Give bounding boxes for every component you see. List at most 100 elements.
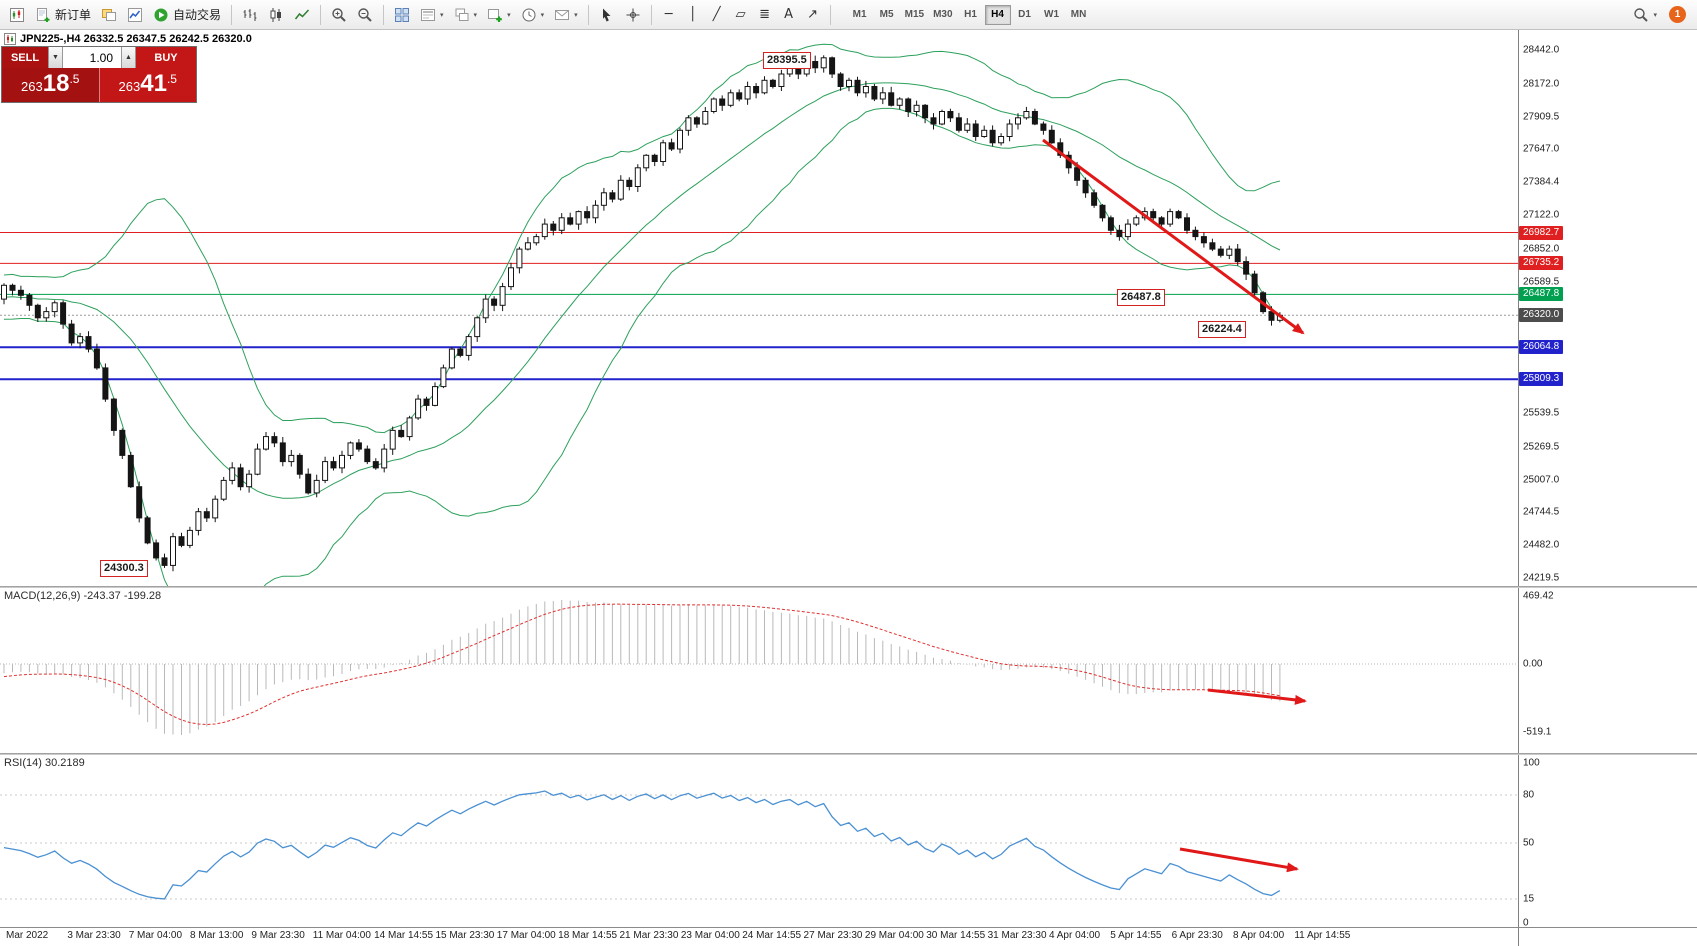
- timeframe-button-m5[interactable]: M5: [879, 9, 894, 20]
- volume-increase-button[interactable]: ▲: [121, 47, 136, 68]
- auto-trading-label: 自动交易: [173, 8, 222, 22]
- volume-input[interactable]: 1.00: [63, 47, 121, 68]
- cascade-windows-button[interactable]: ▾: [450, 3, 482, 27]
- date-axis-label: 31 Mar 23:30: [987, 930, 1047, 941]
- price-axis-badge: 25809.3: [1519, 372, 1564, 387]
- crosshair-button[interactable]: [621, 3, 645, 27]
- equidistant-channel-tool[interactable]: ▱: [735, 7, 746, 22]
- date-axis-label: 3 Mar 23:30: [67, 930, 121, 941]
- trade-controls-row: SELL ▼ 1.00 ▲ BUY: [2, 47, 196, 68]
- timeframe-button-mn[interactable]: MN: [1070, 9, 1087, 20]
- price-annotation[interactable]: 26487.8: [1117, 289, 1165, 306]
- trend-arrow[interactable]: [1179, 847, 1299, 873]
- new-order-button[interactable]: 新订单: [31, 3, 95, 27]
- macd-panel[interactable]: [0, 600, 1518, 735]
- main-price-panel[interactable]: [0, 43, 1518, 632]
- zoom-in-button[interactable]: [327, 3, 351, 27]
- price-axis-label: 24219.5: [1523, 572, 1560, 584]
- chart-symbol-header: JPN225-,H4 26332.5 26347.5 26242.5 26320…: [4, 33, 252, 45]
- timeframe-button-m15[interactable]: M15: [904, 9, 925, 20]
- text-tool[interactable]: A: [784, 7, 794, 22]
- price-axis-badge: 26735.2: [1519, 256, 1564, 271]
- date-axis-label: 24 Mar 14:55: [742, 930, 802, 941]
- timeframe-button-m1[interactable]: M1: [852, 9, 867, 20]
- date-axis-label: 18 Mar 14:55: [558, 930, 618, 941]
- clock-icon: [522, 8, 536, 21]
- market-watch-button[interactable]: [123, 3, 147, 27]
- trend-arrow[interactable]: [1207, 688, 1307, 705]
- new-chart-button[interactable]: ▾: [483, 3, 515, 27]
- profiles-button[interactable]: [97, 3, 121, 27]
- search-button[interactable]: ▾: [1629, 3, 1661, 27]
- fibonacci-tool[interactable]: ≣: [759, 7, 771, 22]
- trendline-tool[interactable]: ╱: [712, 7, 721, 22]
- date-axis-label: 14 Mar 14:55: [374, 930, 434, 941]
- sell-price-prefix: 263: [21, 79, 43, 94]
- zoom-out-button[interactable]: [353, 3, 377, 27]
- timeframe-button-m30[interactable]: M30: [933, 9, 953, 20]
- templates-button[interactable]: ▾: [550, 3, 582, 27]
- buy-price-big-digits: 41: [140, 70, 167, 97]
- bollinger-middle-band: [3, 82, 1281, 499]
- timeframe-button-h4[interactable]: H4: [984, 4, 1011, 25]
- sell-price-big-digits: 18: [42, 70, 70, 97]
- buy-price[interactable]: 263 41.5: [98, 68, 196, 102]
- rsi-axis-label: 0: [1523, 917, 1529, 929]
- sell-button[interactable]: SELL: [2, 47, 48, 68]
- price-axis-label: 28442.0: [1523, 44, 1560, 56]
- buy-button[interactable]: BUY: [136, 47, 196, 68]
- line-chart-mode-button[interactable]: [290, 3, 314, 27]
- rsi-axis-label: 100: [1523, 757, 1540, 769]
- app-icon[interactable]: [5, 3, 29, 27]
- timeframe-button-h1[interactable]: H1: [964, 9, 977, 20]
- timeframe-group: M1 M5 M15 M30 H1 H4 D1 W1 MN: [847, 4, 1092, 25]
- zoom-in-icon: [332, 7, 346, 22]
- toolbar-separator: [829, 4, 831, 25]
- market-watch-icon: [128, 7, 143, 22]
- cursor-button[interactable]: [595, 3, 619, 27]
- panel-separator[interactable]: [0, 586, 1697, 588]
- price-annotation[interactable]: 26224.4: [1198, 321, 1246, 338]
- panel-separator[interactable]: [0, 753, 1697, 755]
- notification-badge[interactable]: 1: [1669, 6, 1686, 23]
- vertical-line-tool[interactable]: │: [688, 7, 697, 22]
- dropdown-caret-icon: ▾: [473, 11, 478, 19]
- price-axis-label: 25007.0: [1523, 474, 1560, 485]
- cursor-icon: [602, 8, 611, 21]
- dropdown-caret-icon: ▾: [1653, 11, 1657, 19]
- date-axis-label: 6 Apr 23:30: [1171, 930, 1223, 941]
- price-annotation[interactable]: 28395.5: [763, 52, 811, 69]
- list-icon: [421, 8, 436, 21]
- bars-icon: [243, 8, 257, 21]
- bar-chart-mode-button[interactable]: [238, 3, 262, 27]
- horizontal-line-tool[interactable]: ─: [664, 7, 673, 22]
- tile-windows-button[interactable]: [390, 3, 414, 27]
- date-axis-label: 27 Mar 23:30: [803, 930, 863, 941]
- rsi-panel[interactable]: [0, 790, 1518, 900]
- date-axis-label: 4 Apr 04:00: [1048, 930, 1101, 941]
- rsi-axis-label: 80: [1523, 789, 1535, 801]
- zoom-out-icon: [358, 7, 372, 22]
- arrow-objects-tool[interactable]: ↗: [807, 7, 819, 22]
- candlestick-mode-button[interactable]: [264, 3, 288, 27]
- timeframe-button-w1[interactable]: W1: [1044, 9, 1060, 20]
- toolbar-separator: [587, 4, 589, 25]
- auto-trading-button[interactable]: 自动交易: [149, 3, 225, 27]
- timeframe-button-d1[interactable]: D1: [1018, 9, 1031, 20]
- date-axis-label: 30 Mar 14:55: [926, 930, 986, 941]
- period-button[interactable]: ▾: [517, 3, 549, 27]
- chart-list-button[interactable]: ▾: [416, 3, 448, 27]
- symbol-ohlc-text: JPN225-,H4 26332.5 26347.5 26242.5 26320…: [20, 33, 252, 45]
- price-axis-column[interactable]: [1518, 30, 1697, 946]
- macd-signal-line: [3, 603, 1280, 726]
- date-axis-label: 11 Mar 04:00: [312, 930, 371, 941]
- new-chart-icon: [488, 8, 502, 22]
- date-axis-label: 5 Apr 14:55: [1110, 930, 1162, 941]
- volume-decrease-button[interactable]: ▼: [48, 47, 63, 68]
- date-axis-label: 21 Mar 23:30: [619, 930, 679, 941]
- cascade-icon: [455, 8, 469, 21]
- sell-price[interactable]: 263 18.5: [2, 68, 99, 102]
- trend-arrow[interactable]: [1042, 138, 1305, 335]
- price-annotation[interactable]: 24300.3: [100, 560, 148, 577]
